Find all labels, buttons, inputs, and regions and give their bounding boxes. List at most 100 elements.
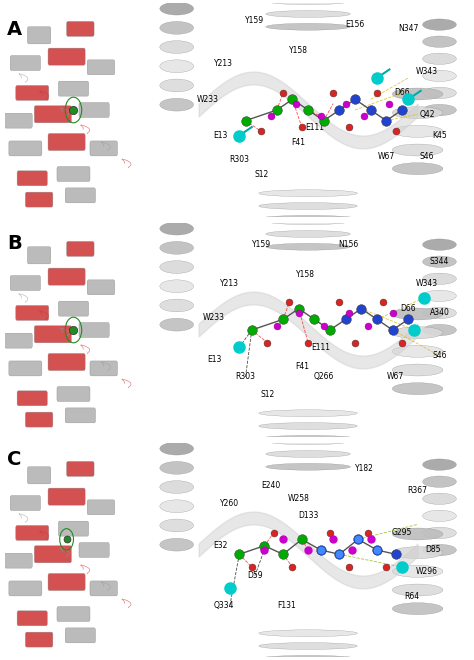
Text: R303: R303 [236, 372, 255, 381]
Text: F131: F131 [277, 601, 296, 610]
Ellipse shape [423, 308, 456, 319]
Ellipse shape [423, 527, 456, 539]
Text: D59: D59 [247, 571, 263, 580]
FancyBboxPatch shape [58, 81, 89, 96]
Text: E32: E32 [213, 541, 228, 550]
Ellipse shape [392, 364, 443, 376]
FancyBboxPatch shape [34, 326, 72, 343]
FancyBboxPatch shape [90, 141, 118, 156]
Ellipse shape [423, 256, 456, 267]
Text: W67: W67 [378, 152, 395, 162]
FancyBboxPatch shape [57, 387, 90, 401]
Ellipse shape [392, 345, 443, 357]
FancyBboxPatch shape [48, 574, 85, 591]
Ellipse shape [160, 442, 193, 455]
Ellipse shape [266, 230, 350, 238]
Ellipse shape [392, 88, 443, 100]
Ellipse shape [392, 383, 443, 395]
Ellipse shape [423, 19, 456, 30]
Ellipse shape [266, 23, 350, 30]
Ellipse shape [160, 21, 193, 34]
FancyBboxPatch shape [87, 500, 115, 515]
Ellipse shape [266, 11, 350, 17]
FancyBboxPatch shape [27, 27, 51, 44]
Ellipse shape [266, 463, 350, 470]
Text: W233: W233 [203, 313, 225, 321]
Text: Y213: Y213 [220, 279, 239, 288]
FancyBboxPatch shape [65, 188, 95, 203]
Ellipse shape [392, 603, 443, 614]
FancyBboxPatch shape [10, 276, 40, 290]
Text: S344: S344 [430, 257, 449, 266]
Ellipse shape [160, 79, 193, 92]
FancyBboxPatch shape [17, 391, 47, 406]
Ellipse shape [160, 41, 193, 53]
FancyBboxPatch shape [17, 610, 47, 626]
FancyBboxPatch shape [48, 354, 85, 370]
Text: R367: R367 [408, 486, 428, 495]
Text: E111: E111 [311, 343, 330, 352]
FancyBboxPatch shape [79, 323, 109, 337]
Ellipse shape [392, 584, 443, 596]
FancyBboxPatch shape [65, 628, 95, 643]
Ellipse shape [259, 655, 357, 660]
Text: Y260: Y260 [220, 498, 239, 508]
Ellipse shape [423, 476, 456, 487]
FancyBboxPatch shape [90, 361, 118, 376]
Text: A: A [7, 20, 22, 39]
Ellipse shape [160, 98, 193, 111]
FancyBboxPatch shape [5, 333, 32, 348]
Ellipse shape [423, 87, 456, 98]
FancyBboxPatch shape [34, 546, 72, 563]
FancyBboxPatch shape [90, 581, 118, 596]
FancyBboxPatch shape [27, 467, 51, 484]
Ellipse shape [423, 36, 456, 48]
Ellipse shape [259, 422, 357, 430]
Ellipse shape [259, 215, 357, 222]
Text: K45: K45 [432, 131, 447, 140]
Text: E111: E111 [305, 123, 324, 131]
Ellipse shape [259, 410, 357, 416]
Text: A340: A340 [429, 308, 449, 317]
FancyBboxPatch shape [48, 488, 85, 505]
FancyBboxPatch shape [25, 632, 53, 647]
Text: E13: E13 [213, 131, 228, 140]
Ellipse shape [392, 107, 443, 119]
Ellipse shape [259, 630, 357, 637]
FancyBboxPatch shape [87, 60, 115, 75]
Ellipse shape [423, 70, 456, 82]
Ellipse shape [423, 239, 456, 250]
Ellipse shape [259, 190, 357, 197]
Ellipse shape [266, 218, 350, 224]
FancyBboxPatch shape [17, 171, 47, 185]
FancyBboxPatch shape [57, 166, 90, 182]
Text: E13: E13 [207, 355, 221, 364]
Text: R303: R303 [229, 154, 249, 164]
Ellipse shape [266, 438, 350, 445]
Text: E156: E156 [346, 20, 365, 29]
Ellipse shape [266, 0, 350, 5]
Text: N347: N347 [398, 24, 419, 34]
FancyBboxPatch shape [48, 48, 85, 65]
Text: W296: W296 [416, 567, 438, 576]
Text: S46: S46 [432, 351, 447, 360]
Ellipse shape [423, 290, 456, 302]
Ellipse shape [392, 125, 443, 137]
Text: E240: E240 [261, 482, 280, 490]
Ellipse shape [259, 643, 357, 649]
Ellipse shape [160, 280, 193, 292]
Ellipse shape [259, 203, 357, 209]
Text: Y213: Y213 [214, 59, 233, 67]
FancyBboxPatch shape [57, 607, 90, 622]
Text: S46: S46 [420, 152, 434, 162]
FancyBboxPatch shape [16, 306, 49, 320]
FancyBboxPatch shape [9, 361, 42, 376]
Text: R64: R64 [404, 593, 419, 601]
Ellipse shape [423, 459, 456, 471]
FancyBboxPatch shape [87, 280, 115, 295]
FancyBboxPatch shape [16, 525, 49, 541]
Ellipse shape [392, 327, 443, 339]
Ellipse shape [259, 436, 357, 442]
FancyBboxPatch shape [48, 268, 85, 285]
Text: W233: W233 [197, 95, 219, 104]
